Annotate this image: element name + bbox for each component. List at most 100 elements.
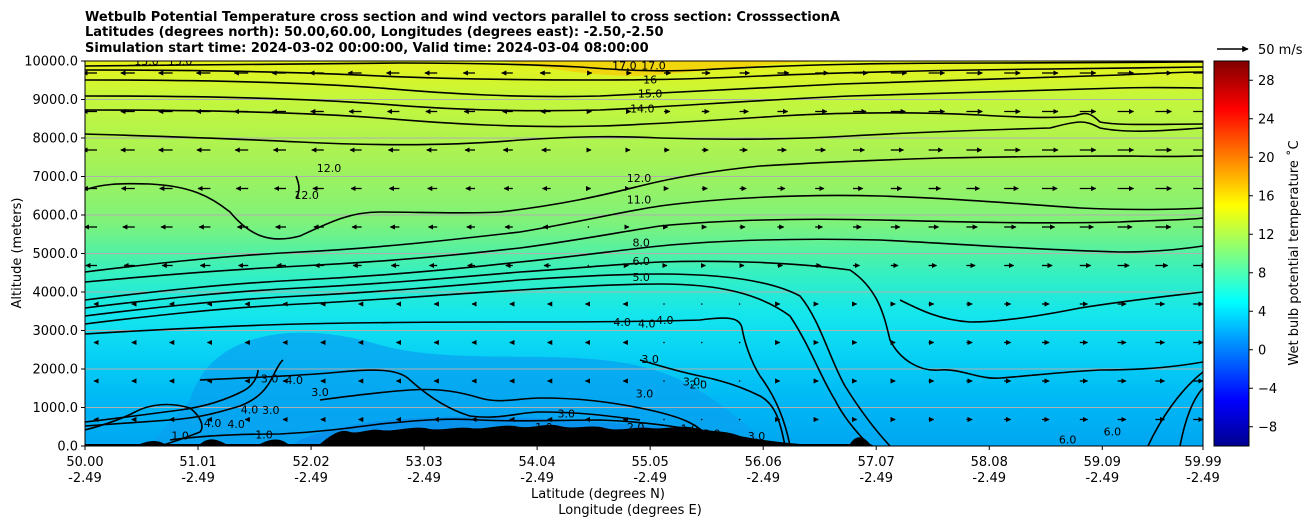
colorbar-tick-label: 24 <box>1258 112 1275 127</box>
contour-label: 4.0 <box>613 316 631 329</box>
x-tick-label-longitude: -2.49 <box>520 471 554 486</box>
contour-label: 8.0 <box>632 237 650 250</box>
contour-label: 12.0 <box>627 172 652 185</box>
terrain <box>85 424 875 446</box>
contour-line <box>85 283 871 446</box>
contour-line <box>85 317 791 446</box>
chart-title-line-2: Latitudes (degrees north): 50.00,60.00, … <box>85 25 664 40</box>
y-tick-label: 8000.0 <box>33 132 79 147</box>
contour-line <box>85 359 284 427</box>
x-tick-label-latitude: 52.02 <box>292 455 329 470</box>
contour-line <box>639 359 786 446</box>
x-tick-label-longitude: -2.49 <box>181 471 215 486</box>
y-tick-label: 6000.0 <box>33 209 79 224</box>
colorbar-tick-label: 28 <box>1258 74 1275 89</box>
contour-label: 12.0 <box>317 162 342 175</box>
wind-vector <box>587 226 590 228</box>
colorbar-tick-label: 20 <box>1258 151 1275 166</box>
contour-label: 1.0 <box>255 428 273 441</box>
y-tick-label: 1000.0 <box>33 401 79 416</box>
contour-label: 11.0 <box>627 194 652 207</box>
x-tick-label-latitude: 53.03 <box>405 455 442 470</box>
contour-label: 3.0 <box>636 388 654 401</box>
colorbar-tick-label: 16 <box>1258 189 1275 204</box>
contour-label: 5.0 <box>632 271 650 284</box>
contour-line <box>85 121 1203 146</box>
x-tick-label-longitude: -2.49 <box>746 471 780 486</box>
colorbar <box>1213 60 1250 447</box>
x-tick-label-longitude: -2.49 <box>407 471 441 486</box>
y-axis-label: Altitude (meters) <box>10 198 25 309</box>
colorbar-tick-label: −8 <box>1258 420 1277 435</box>
contour-label: 3.0 <box>683 375 701 388</box>
wind-vector <box>738 418 741 421</box>
colorbar-tick-label: 4 <box>1258 305 1266 320</box>
x-tick-label-longitude: -2.49 <box>294 471 328 486</box>
contour-label: 3.0 <box>641 353 659 366</box>
contour-label: 4.0 <box>286 374 304 387</box>
wind-vector <box>701 341 703 344</box>
chart-title-line-1: Wetbulb Potential Temperature cross sect… <box>85 10 840 25</box>
contour-label: 6.0 <box>632 255 650 268</box>
wind-vector <box>587 264 590 267</box>
contour-line <box>85 61 1203 72</box>
y-tick-label: 4000.0 <box>33 286 79 301</box>
wind-vector <box>663 418 665 421</box>
contour-line <box>295 175 300 199</box>
y-tick-label: 10000.0 <box>24 55 78 70</box>
y-tick-label: 9000.0 <box>33 93 79 108</box>
contour-label: 1.0 <box>171 430 189 443</box>
wind-vector <box>701 380 703 382</box>
y-tick-label: 2000.0 <box>33 363 79 378</box>
contour-label: 4.0 <box>204 417 222 430</box>
contour-label: 15.0 <box>638 88 663 101</box>
wind-vector <box>738 303 741 305</box>
contour-label: 3.0 <box>557 407 575 420</box>
contour-label: 4.0 <box>656 314 674 327</box>
contour-line <box>319 388 711 441</box>
contour-label: 17.0 <box>641 60 666 73</box>
contour-line <box>85 86 1203 112</box>
wind-vectors <box>85 70 1203 423</box>
contour-line <box>85 260 1203 379</box>
x-tick-label-longitude: -2.49 <box>1186 471 1220 486</box>
x-tick-label-latitude: 54.04 <box>519 455 556 470</box>
x-axis-label-longitude: Longitude (degrees E) <box>558 503 702 518</box>
quiver-key-label: 50 m/s <box>1258 43 1303 58</box>
colorbar-tick-label: 12 <box>1258 228 1275 243</box>
field-cool-core <box>150 332 770 446</box>
x-tick-label-longitude: -2.49 <box>859 471 893 486</box>
contour-line <box>1179 387 1203 446</box>
contour-label: 4.0 <box>227 418 245 431</box>
y-tick-label: 3000.0 <box>33 324 79 339</box>
x-tick-label-latitude: 50.00 <box>66 455 103 470</box>
x-axis: 50.00-2.4951.01-2.4952.02-2.4953.03-2.49… <box>66 446 1222 486</box>
wind-vector <box>663 341 665 344</box>
y-axis: 0.0 1000.0 2000.0 3000.0 4000.0 5000.0 6000.0 7… <box>24 55 85 455</box>
contour-label: 15.0 <box>168 55 193 68</box>
colorbar-tick-label: 0 <box>1258 343 1266 358</box>
x-axis-label-latitude: Latitude (degrees N) <box>531 487 665 502</box>
x-tick-label-latitude: 56.06 <box>745 455 782 470</box>
contour-line <box>85 369 259 423</box>
contour-line <box>85 194 1203 273</box>
contour-label: 2.0 <box>690 378 708 391</box>
field-warm-core-top <box>500 61 820 76</box>
y-tick-label: 7000.0 <box>33 170 79 185</box>
contour-line <box>85 217 1203 283</box>
contour-line <box>85 109 1203 128</box>
contour-line <box>85 71 1203 98</box>
x-tick-label-latitude: 59.99 <box>1184 455 1221 470</box>
x-tick-label-latitude: 51.01 <box>179 455 216 470</box>
contour-label: 4.0 <box>638 318 656 331</box>
x-tick-label-latitude: 57.07 <box>858 455 895 470</box>
colorbar-ticks: 28 24 20 16 12 8 4 0 −4 −8 <box>1249 74 1277 435</box>
wind-vector <box>701 303 703 305</box>
contour-label: 12.0 <box>294 189 319 202</box>
contour-line <box>85 238 1203 301</box>
contour-label: 15.0 <box>134 55 159 68</box>
contour-label: 3.0 <box>311 386 329 399</box>
contour-line <box>199 369 641 421</box>
contour-label: 6.0 <box>1104 425 1122 438</box>
